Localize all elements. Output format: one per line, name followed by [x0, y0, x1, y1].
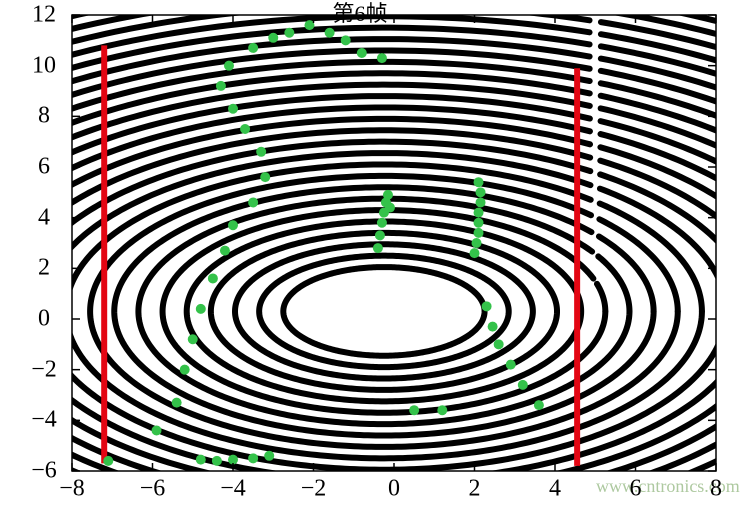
green-point [248, 197, 258, 207]
green-point [268, 33, 278, 43]
green-point [220, 246, 230, 256]
xtick-label: −6 [140, 476, 166, 503]
green-point [482, 301, 492, 311]
green-point [180, 365, 190, 375]
xtick-label: −4 [220, 476, 246, 503]
green-point [476, 197, 486, 207]
green-point [534, 400, 544, 410]
green-point [409, 405, 419, 415]
green-point [377, 53, 387, 63]
ytick-label: 6 [38, 154, 50, 181]
green-point [506, 360, 516, 370]
xtick-label: 8 [710, 476, 722, 503]
ytick-label: 10 [32, 52, 56, 79]
green-point [103, 456, 113, 466]
xtick-label: 2 [469, 476, 481, 503]
green-point [383, 190, 393, 200]
green-point [470, 248, 480, 258]
green-point [216, 81, 226, 91]
ytick-label: −2 [31, 356, 57, 383]
plot-title: 第6帧 [332, 0, 387, 28]
green-point [264, 451, 274, 461]
green-point [474, 208, 484, 218]
green-point [488, 322, 498, 332]
xtick-label: −8 [59, 476, 85, 503]
ytick-label: 12 [32, 2, 56, 29]
ytick-label: −4 [31, 407, 57, 434]
lidar-plot [0, 0, 740, 507]
xtick-label: 0 [388, 476, 400, 503]
green-point [248, 453, 258, 463]
green-point [373, 243, 383, 253]
green-point [474, 228, 484, 238]
green-point [476, 187, 486, 197]
ytick-label: 0 [38, 306, 50, 333]
green-point [260, 172, 270, 182]
green-point [196, 455, 206, 465]
green-point [518, 380, 528, 390]
green-point [474, 218, 484, 228]
green-point [341, 35, 351, 45]
green-point [494, 339, 504, 349]
xtick-label: 4 [549, 476, 561, 503]
green-point [248, 43, 258, 53]
green-point [375, 230, 385, 240]
green-point [152, 425, 162, 435]
green-point [474, 177, 484, 187]
ytick-label: 4 [38, 204, 50, 231]
green-point [228, 104, 238, 114]
green-point [196, 304, 206, 314]
ytick-label: 8 [38, 103, 50, 130]
ytick-label: −6 [31, 458, 57, 485]
green-point [188, 334, 198, 344]
green-point [325, 28, 335, 38]
green-point [472, 238, 482, 248]
green-point [256, 147, 266, 157]
green-point [377, 218, 387, 228]
green-point [212, 456, 222, 466]
green-point [240, 124, 250, 134]
green-point [437, 405, 447, 415]
green-point [224, 61, 234, 71]
green-point [284, 28, 294, 38]
green-point [172, 398, 182, 408]
ytick-label: 2 [38, 255, 50, 282]
green-point [228, 220, 238, 230]
green-point [357, 48, 367, 58]
xtick-label: 6 [630, 476, 642, 503]
green-point [208, 273, 218, 283]
xtick-label: −2 [301, 476, 327, 503]
green-point [385, 203, 395, 213]
